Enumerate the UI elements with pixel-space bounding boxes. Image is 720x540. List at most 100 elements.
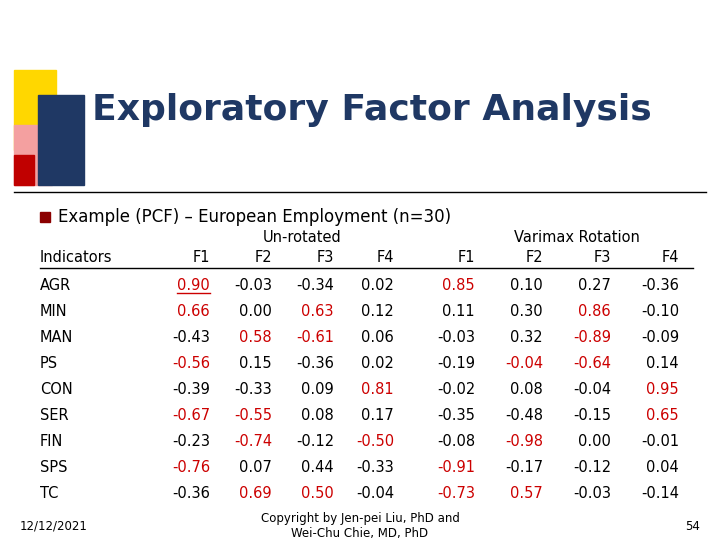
Text: 0.15: 0.15	[239, 355, 272, 370]
Text: MIN: MIN	[40, 303, 68, 319]
Text: -0.04: -0.04	[356, 485, 394, 501]
Text: 0.07: 0.07	[239, 460, 272, 475]
Bar	[14, 70, 56, 150]
Text: -0.50: -0.50	[356, 434, 394, 449]
Text: -0.56: -0.56	[172, 355, 210, 370]
Text: -0.73: -0.73	[437, 485, 475, 501]
Text: 0.27: 0.27	[578, 278, 611, 293]
Bar	[14, 155, 34, 185]
Text: Copyright by Jen-pei Liu, PhD and
Wei-Chu Chie, MD, PhD: Copyright by Jen-pei Liu, PhD and Wei-Ch…	[261, 512, 459, 540]
Text: -0.14: -0.14	[641, 485, 679, 501]
Text: -0.03: -0.03	[437, 329, 475, 345]
Text: Example (PCF) – European Employment (n=30): Example (PCF) – European Employment (n=3…	[58, 208, 451, 226]
Text: 0.66: 0.66	[177, 303, 210, 319]
Text: PS: PS	[40, 355, 58, 370]
Text: -0.89: -0.89	[573, 329, 611, 345]
Text: 0.12: 0.12	[361, 303, 394, 319]
Text: 0.95: 0.95	[647, 381, 679, 396]
Text: -0.48: -0.48	[505, 408, 543, 422]
Text: -0.98: -0.98	[505, 434, 543, 449]
Text: 54: 54	[685, 519, 700, 532]
Text: 0.50: 0.50	[301, 485, 334, 501]
Text: -0.03: -0.03	[234, 278, 272, 293]
Text: -0.10: -0.10	[641, 303, 679, 319]
Text: 12/12/2021: 12/12/2021	[20, 519, 88, 532]
Text: F3: F3	[593, 249, 611, 265]
Text: 0.58: 0.58	[239, 329, 272, 345]
Text: -0.36: -0.36	[296, 355, 334, 370]
Text: F2: F2	[254, 249, 272, 265]
Text: 0.00: 0.00	[578, 434, 611, 449]
Text: Exploratory Factor Analysis: Exploratory Factor Analysis	[92, 93, 652, 127]
Text: F2: F2	[526, 249, 543, 265]
Text: F4: F4	[662, 249, 679, 265]
Text: -0.67: -0.67	[172, 408, 210, 422]
Text: -0.76: -0.76	[172, 460, 210, 475]
Text: 0.00: 0.00	[239, 303, 272, 319]
Text: -0.12: -0.12	[573, 460, 611, 475]
Text: -0.39: -0.39	[172, 381, 210, 396]
Text: 0.08: 0.08	[510, 381, 543, 396]
Text: 0.63: 0.63	[302, 303, 334, 319]
Text: -0.55: -0.55	[234, 408, 272, 422]
Text: -0.19: -0.19	[437, 355, 475, 370]
Text: 0.14: 0.14	[647, 355, 679, 370]
Text: 0.17: 0.17	[361, 408, 394, 422]
Bar	[40, 212, 50, 222]
Text: -0.91: -0.91	[437, 460, 475, 475]
Text: 0.04: 0.04	[647, 460, 679, 475]
Text: 0.09: 0.09	[301, 381, 334, 396]
Text: F3: F3	[317, 249, 334, 265]
Text: 0.02: 0.02	[361, 278, 394, 293]
Text: -0.04: -0.04	[505, 355, 543, 370]
Text: Un-rotated: Un-rotated	[263, 231, 341, 246]
Text: -0.33: -0.33	[234, 381, 272, 396]
Text: 0.44: 0.44	[302, 460, 334, 475]
Text: -0.23: -0.23	[172, 434, 210, 449]
Text: F1: F1	[192, 249, 210, 265]
Text: -0.43: -0.43	[172, 329, 210, 345]
Text: -0.17: -0.17	[505, 460, 543, 475]
Text: -0.34: -0.34	[296, 278, 334, 293]
Text: -0.09: -0.09	[641, 329, 679, 345]
Text: -0.33: -0.33	[356, 460, 394, 475]
Text: 0.81: 0.81	[361, 381, 394, 396]
Text: 0.08: 0.08	[301, 408, 334, 422]
Text: -0.02: -0.02	[437, 381, 475, 396]
Text: SER: SER	[40, 408, 68, 422]
Text: -0.61: -0.61	[296, 329, 334, 345]
Text: -0.08: -0.08	[437, 434, 475, 449]
Text: -0.74: -0.74	[234, 434, 272, 449]
Text: CON: CON	[40, 381, 73, 396]
Text: -0.64: -0.64	[573, 355, 611, 370]
Text: MAN: MAN	[40, 329, 73, 345]
Text: 0.11: 0.11	[442, 303, 475, 319]
Text: Varimax Rotation: Varimax Rotation	[514, 231, 640, 246]
Text: 0.32: 0.32	[510, 329, 543, 345]
Text: TC: TC	[40, 485, 58, 501]
Text: 0.10: 0.10	[510, 278, 543, 293]
Text: -0.03: -0.03	[573, 485, 611, 501]
Text: 0.85: 0.85	[442, 278, 475, 293]
Text: -0.04: -0.04	[573, 381, 611, 396]
Text: 0.86: 0.86	[578, 303, 611, 319]
Text: -0.36: -0.36	[641, 278, 679, 293]
Text: -0.01: -0.01	[641, 434, 679, 449]
Text: 0.57: 0.57	[510, 485, 543, 501]
Text: -0.36: -0.36	[172, 485, 210, 501]
Text: 0.65: 0.65	[647, 408, 679, 422]
Text: 0.06: 0.06	[361, 329, 394, 345]
Text: FIN: FIN	[40, 434, 63, 449]
Text: F4: F4	[377, 249, 394, 265]
Text: F1: F1	[457, 249, 475, 265]
Text: -0.15: -0.15	[573, 408, 611, 422]
Text: AGR: AGR	[40, 278, 71, 293]
Text: 0.30: 0.30	[510, 303, 543, 319]
Text: 0.69: 0.69	[239, 485, 272, 501]
Text: -0.35: -0.35	[437, 408, 475, 422]
Bar	[38, 95, 84, 185]
Text: Indicators: Indicators	[40, 249, 112, 265]
Text: 0.90: 0.90	[177, 278, 210, 293]
Text: SPS: SPS	[40, 460, 68, 475]
Bar	[14, 125, 52, 185]
